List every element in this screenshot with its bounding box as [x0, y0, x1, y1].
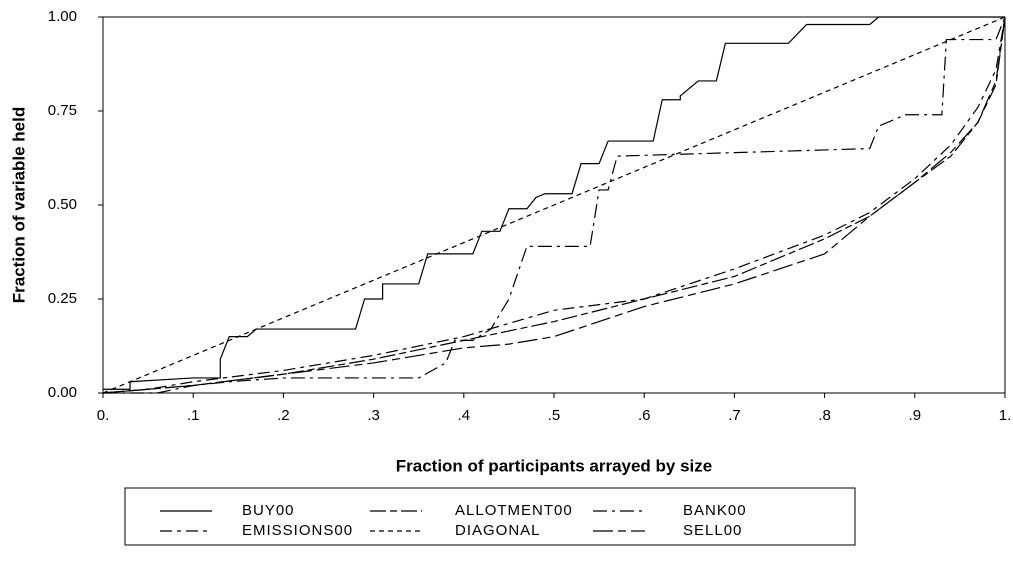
series-line	[103, 16, 1006, 394]
x-tick-label: .9	[909, 407, 922, 424]
legend-label: ALLOTMENT00	[455, 502, 573, 519]
legend-label: EMISSIONS00	[242, 522, 353, 539]
y-tick-label: 1.00	[48, 8, 77, 25]
x-tick-label: .3	[367, 407, 380, 424]
x-tick-label: .5	[548, 407, 561, 424]
x-axis-title: Fraction of participants arrayed by size	[396, 456, 712, 475]
x-tick-label: 0.	[97, 407, 110, 424]
y-tick-label: 0.50	[48, 196, 77, 213]
y-tick-label: 0.25	[48, 290, 77, 307]
y-axis-title: Fraction of variable held	[9, 107, 28, 304]
series-line	[102, 16, 1006, 394]
legend	[124, 487, 856, 546]
x-tick-label: .2	[277, 407, 290, 424]
x-tick-label: .1	[187, 407, 200, 424]
legend-label: BUY00	[242, 502, 295, 519]
legend-label: SELL00	[683, 522, 742, 539]
x-tick-label: .6	[638, 407, 651, 424]
series-line	[102, 16, 1006, 394]
series-line	[102, 16, 1006, 394]
y-tick-label: 0.00	[48, 384, 77, 401]
series-line	[102, 16, 1006, 394]
x-tick-label: 1.	[999, 407, 1012, 424]
x-tick-label: .7	[728, 407, 741, 424]
legend-label: BANK00	[683, 502, 747, 519]
y-tick-label: 0.75	[48, 102, 77, 119]
x-tick-label: .8	[818, 407, 831, 424]
x-tick-label: .4	[458, 407, 471, 424]
legend-label: DIAGONAL	[455, 522, 541, 539]
series-line	[103, 16, 1005, 390]
